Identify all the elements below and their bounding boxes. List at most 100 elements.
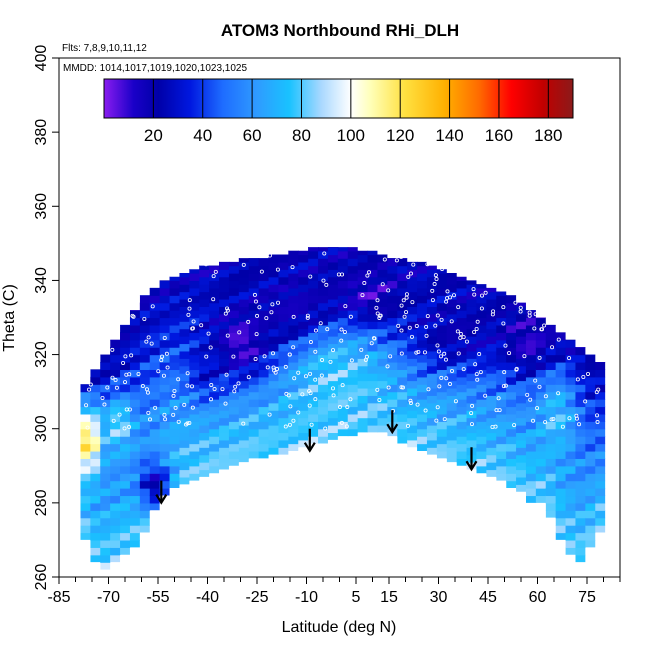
field-cell	[426, 313, 438, 322]
field-cell	[476, 310, 487, 319]
field-cell	[199, 373, 210, 382]
obs-dot	[307, 389, 312, 394]
field-cell	[110, 332, 121, 341]
obs-dot	[206, 255, 211, 260]
field-cell	[436, 391, 448, 400]
obs-dot	[589, 341, 594, 346]
obs-dot	[220, 387, 225, 392]
obs-dot	[110, 375, 115, 380]
obs-dot	[436, 349, 441, 354]
obs-dot	[461, 335, 466, 340]
obs-dot	[231, 354, 236, 359]
field-cell	[248, 384, 260, 393]
obs-dot	[399, 351, 404, 356]
colorbar-tick-label: 60	[243, 126, 262, 145]
field-cell	[357, 247, 369, 256]
obs-dot	[456, 351, 461, 356]
obs-dot	[147, 257, 152, 262]
field-cell	[228, 399, 240, 408]
field-cell	[486, 439, 497, 448]
field-cell	[189, 369, 200, 378]
obs-dot	[117, 297, 122, 302]
field-cell	[407, 291, 418, 300]
field-cell	[189, 428, 200, 437]
field-cell	[555, 384, 567, 393]
obs-dot	[190, 326, 195, 331]
field-cell	[318, 324, 329, 333]
field-cell	[248, 265, 260, 274]
field-cell	[466, 387, 478, 396]
field-cell	[348, 236, 359, 244]
field-cell	[100, 347, 111, 356]
obs-dot	[475, 319, 480, 324]
field-cell	[228, 428, 240, 437]
field-cell	[179, 439, 190, 448]
obs-dot	[84, 277, 89, 282]
field-cell	[535, 399, 547, 408]
field-cell	[169, 413, 181, 422]
field-cell	[426, 373, 438, 382]
field-cell	[446, 343, 458, 352]
obs-dot	[430, 298, 435, 303]
field-cell	[446, 306, 458, 315]
field-cell	[486, 365, 497, 374]
field-cell	[436, 399, 448, 408]
field-cell	[397, 347, 408, 356]
obs-dot	[264, 316, 269, 321]
obs-dot	[185, 371, 190, 376]
field-cell	[308, 413, 319, 422]
obs-dot	[246, 375, 251, 380]
field-cell	[80, 421, 91, 430]
field-cell	[476, 332, 487, 341]
data-field	[80, 236, 606, 570]
field-cell	[209, 339, 220, 348]
obs-dot	[473, 362, 478, 367]
field-cell	[129, 532, 141, 541]
field-cell	[525, 450, 537, 459]
field-cell	[347, 384, 359, 393]
field-cell	[575, 517, 586, 526]
field-cell	[506, 287, 517, 296]
field-cell	[506, 332, 517, 341]
field-cell	[189, 436, 200, 445]
field-cell	[179, 261, 190, 270]
obs-dot	[102, 402, 107, 407]
field-cell	[426, 306, 438, 315]
field-cell	[139, 399, 151, 408]
field-cell	[278, 306, 289, 315]
obs-dot	[144, 387, 149, 392]
field-cell	[209, 406, 220, 415]
field-cell	[525, 406, 537, 415]
field-cell	[159, 339, 171, 348]
obs-dot	[444, 299, 449, 304]
field-cell	[446, 321, 458, 330]
field-cell	[337, 295, 349, 304]
obs-dot	[396, 323, 401, 328]
field-cell	[337, 317, 349, 326]
field-cell	[179, 298, 190, 307]
field-cell	[516, 365, 527, 374]
field-cell	[258, 406, 270, 415]
field-cell	[288, 273, 299, 282]
field-cell	[525, 384, 537, 393]
field-cell	[446, 269, 458, 278]
field-cell	[397, 361, 408, 370]
field-cell	[426, 284, 438, 293]
obs-dot	[150, 304, 155, 309]
field-cell	[436, 339, 448, 348]
obs-dot	[530, 418, 535, 423]
field-cell	[90, 488, 101, 497]
field-cell	[308, 436, 319, 445]
field-cell	[248, 413, 260, 422]
field-cell	[110, 473, 121, 482]
field-cell	[90, 480, 101, 489]
field-cell	[199, 358, 210, 367]
colorbar-tick-label: 140	[435, 126, 463, 145]
field-cell	[120, 339, 131, 348]
y-tick-label: 380	[33, 119, 50, 146]
obs-dot	[375, 387, 380, 392]
obs-dot	[581, 375, 586, 380]
field-cell	[189, 458, 200, 467]
obs-dot	[537, 384, 542, 389]
field-cell	[417, 421, 428, 430]
